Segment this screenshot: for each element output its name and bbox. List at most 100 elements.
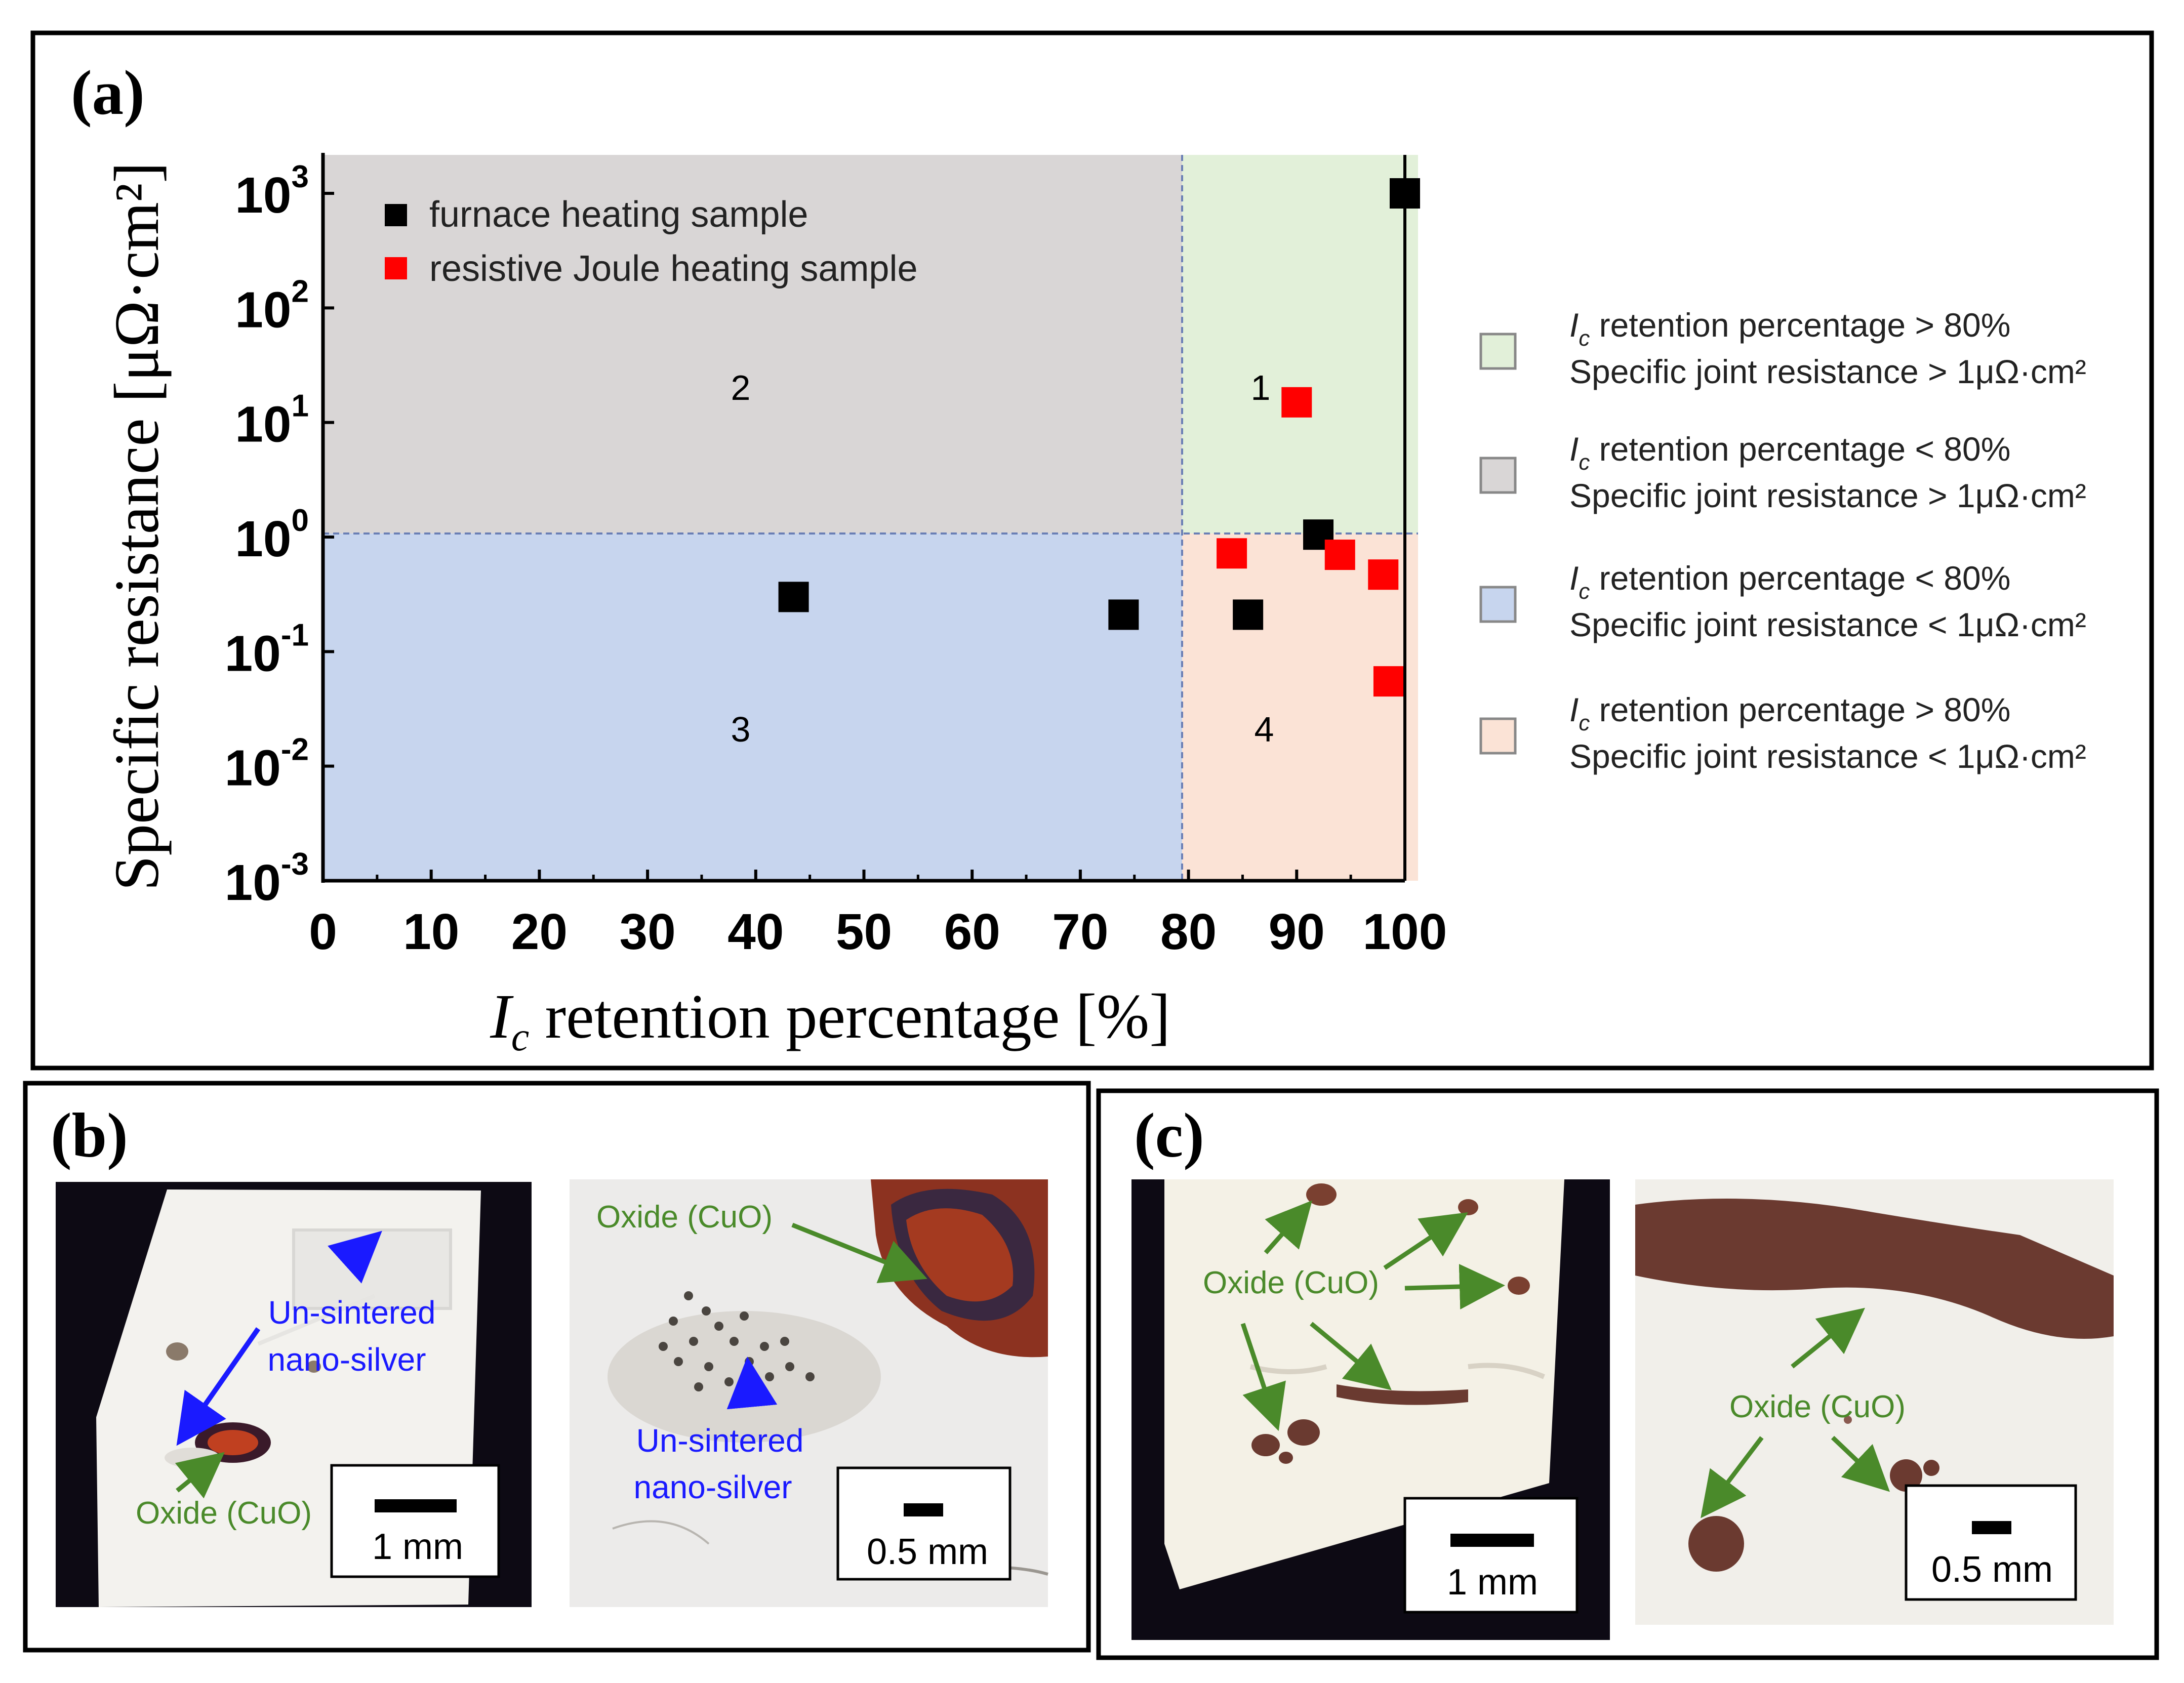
region-4-background — [1182, 533, 1418, 881]
x-tick-label: 20 — [511, 904, 568, 960]
side-legend-swatch — [1479, 717, 1517, 755]
legend-marker-joule — [385, 257, 407, 279]
side-legend-line2: Specific joint resistance < 1μΩ·cm² — [1569, 606, 2086, 643]
legend-label-furnace: furnace heating sample — [429, 194, 808, 235]
nano-silver-dot — [674, 1357, 683, 1366]
nano-silver-dot — [669, 1317, 678, 1326]
nano-silver-dot — [694, 1382, 703, 1391]
x-axis-title: Ic retention percentage [%] — [490, 982, 1170, 1059]
y-tick-label: 10-2 — [225, 732, 309, 797]
b-right-oxide-label: Oxide (CuO) — [596, 1200, 773, 1235]
legend-label-joule: resistive Joule heating sample — [429, 249, 918, 289]
b-left-unsintered-label-2: nano-silver — [267, 1341, 426, 1378]
region-label-3: 3 — [731, 710, 751, 749]
nano-silver-dot — [745, 1357, 754, 1366]
y-tick-label: 103 — [235, 159, 309, 224]
b-left-scalebar — [375, 1499, 457, 1512]
nano-silver-dot — [785, 1362, 794, 1371]
side-legend-line1: Ic retention percentage < 80% — [1569, 430, 2010, 475]
data-point — [1281, 387, 1312, 418]
side-legend-line1: Ic retention percentage < 80% — [1569, 559, 2010, 604]
b-right-scalebar-label: 0.5 mm — [867, 1532, 988, 1572]
side-legend-line1: Ic retention percentage > 80% — [1569, 691, 2010, 735]
side-legend-line2: Specific joint resistance > 1μΩ·cm² — [1569, 353, 2086, 390]
b-left-oxide-label: Oxide (CuO) — [136, 1496, 312, 1531]
x-tick-label: 0 — [309, 904, 337, 960]
c-right-scalebar-box — [1905, 1484, 2077, 1601]
c-right-arrow-2 — [1701, 1436, 1764, 1518]
y-tick-label: 101 — [235, 389, 309, 453]
y-tick-label: 102 — [235, 274, 309, 338]
region-2-background — [323, 155, 1182, 533]
region-3-background — [323, 533, 1182, 881]
c-left-arrow-2 — [1383, 1212, 1468, 1270]
c-left-scalebar-box — [1403, 1497, 1579, 1614]
c-left-arrow-1 — [1264, 1200, 1312, 1254]
x-tick-label: 90 — [1269, 904, 1325, 960]
y-tick-label: 10-3 — [225, 847, 309, 911]
b-left-scalebar-box — [330, 1464, 500, 1578]
c-left-arrow-3 — [1404, 1264, 1505, 1309]
x-tick-label: 30 — [619, 904, 675, 960]
x-tick-label: 70 — [1052, 904, 1108, 960]
nano-silver-dot — [740, 1311, 749, 1321]
c-right-arrow-1 — [1791, 1307, 1866, 1369]
b-left-arrow-unsintered-1 — [328, 1230, 382, 1284]
x-tick-label: 50 — [836, 904, 892, 960]
nano-silver-dot — [760, 1342, 769, 1351]
c-left-scalebar-label: 1 mm — [1447, 1562, 1538, 1603]
region-1-background — [1182, 155, 1418, 533]
x-axis-ticks: 0 10 20 30 40 50 60 70 80 90 100 — [309, 870, 1447, 960]
c-left-arrow-5 — [1240, 1323, 1286, 1431]
data-point — [778, 582, 809, 612]
nano-silver-dot — [684, 1291, 693, 1300]
b-left-arrow-oxide — [175, 1452, 225, 1499]
b-left-arrow-unsintered-2 — [176, 1327, 261, 1446]
nano-silver-dot — [765, 1372, 774, 1381]
region-label-4: 4 — [1255, 710, 1274, 749]
nano-silver-dot — [689, 1337, 698, 1346]
data-point — [1373, 666, 1404, 697]
region-label-1: 1 — [1251, 368, 1271, 407]
side-legend-line2: Specific joint resistance < 1μΩ·cm² — [1569, 737, 2086, 775]
legend-marker-furnace — [385, 204, 407, 226]
b-right-unsintered-dots — [659, 1291, 815, 1391]
c-left-oxide-label: Oxide (CuO) — [1203, 1265, 1379, 1300]
data-points — [778, 178, 1420, 697]
x-tick-label: 40 — [727, 904, 784, 960]
c-right-oxide-label: Oxide (CuO) — [1729, 1389, 1906, 1424]
nano-silver-dot — [714, 1322, 723, 1331]
data-point — [1108, 599, 1139, 630]
b-right-scalebar-box — [836, 1466, 1012, 1581]
side-legend: Ic retention percentage > 80%Specific jo… — [1479, 306, 2086, 775]
side-legend-line1: Ic retention percentage > 80% — [1569, 306, 2010, 351]
nano-silver-dot — [704, 1362, 713, 1371]
b-left-unsintered-label-1: Un-sintered — [268, 1294, 436, 1331]
nano-silver-dot — [724, 1377, 734, 1386]
b-right-unsintered-label-2: nano-silver — [633, 1469, 792, 1505]
c-right-arrow-3 — [1831, 1435, 1890, 1492]
side-legend-swatch — [1479, 457, 1517, 494]
y-axis-title: Specific resistance [μΩ·cm²] — [102, 162, 172, 891]
b-right-arrow-unsintered — [726, 1357, 778, 1410]
data-point — [1233, 599, 1264, 630]
x-tick-label: 80 — [1160, 904, 1217, 960]
x-tick-label: 60 — [944, 904, 1000, 960]
data-point — [1217, 538, 1247, 569]
region-label-2: 2 — [731, 368, 751, 407]
data-point — [1324, 540, 1355, 570]
c-right-scalebar — [1972, 1521, 2011, 1534]
b-left-scalebar-label: 1 mm — [372, 1527, 463, 1567]
y-axis-ticks: 10-3 10-2 10-1 100 101 102 103 — [225, 159, 334, 911]
panel-c-label: (c) — [1134, 1101, 1204, 1171]
x-tick-label: 100 — [1363, 904, 1447, 960]
panel-a-label: (a) — [71, 58, 145, 128]
b-right-arrow-oxide — [791, 1222, 927, 1284]
c-left-arrow-4 — [1310, 1322, 1392, 1390]
side-legend-swatch — [1479, 333, 1517, 370]
data-point — [1368, 559, 1399, 590]
y-tick-label: 10-1 — [225, 618, 309, 682]
x-tick-label: 10 — [403, 904, 459, 960]
b-right-unsintered-label-1: Un-sintered — [636, 1422, 804, 1459]
